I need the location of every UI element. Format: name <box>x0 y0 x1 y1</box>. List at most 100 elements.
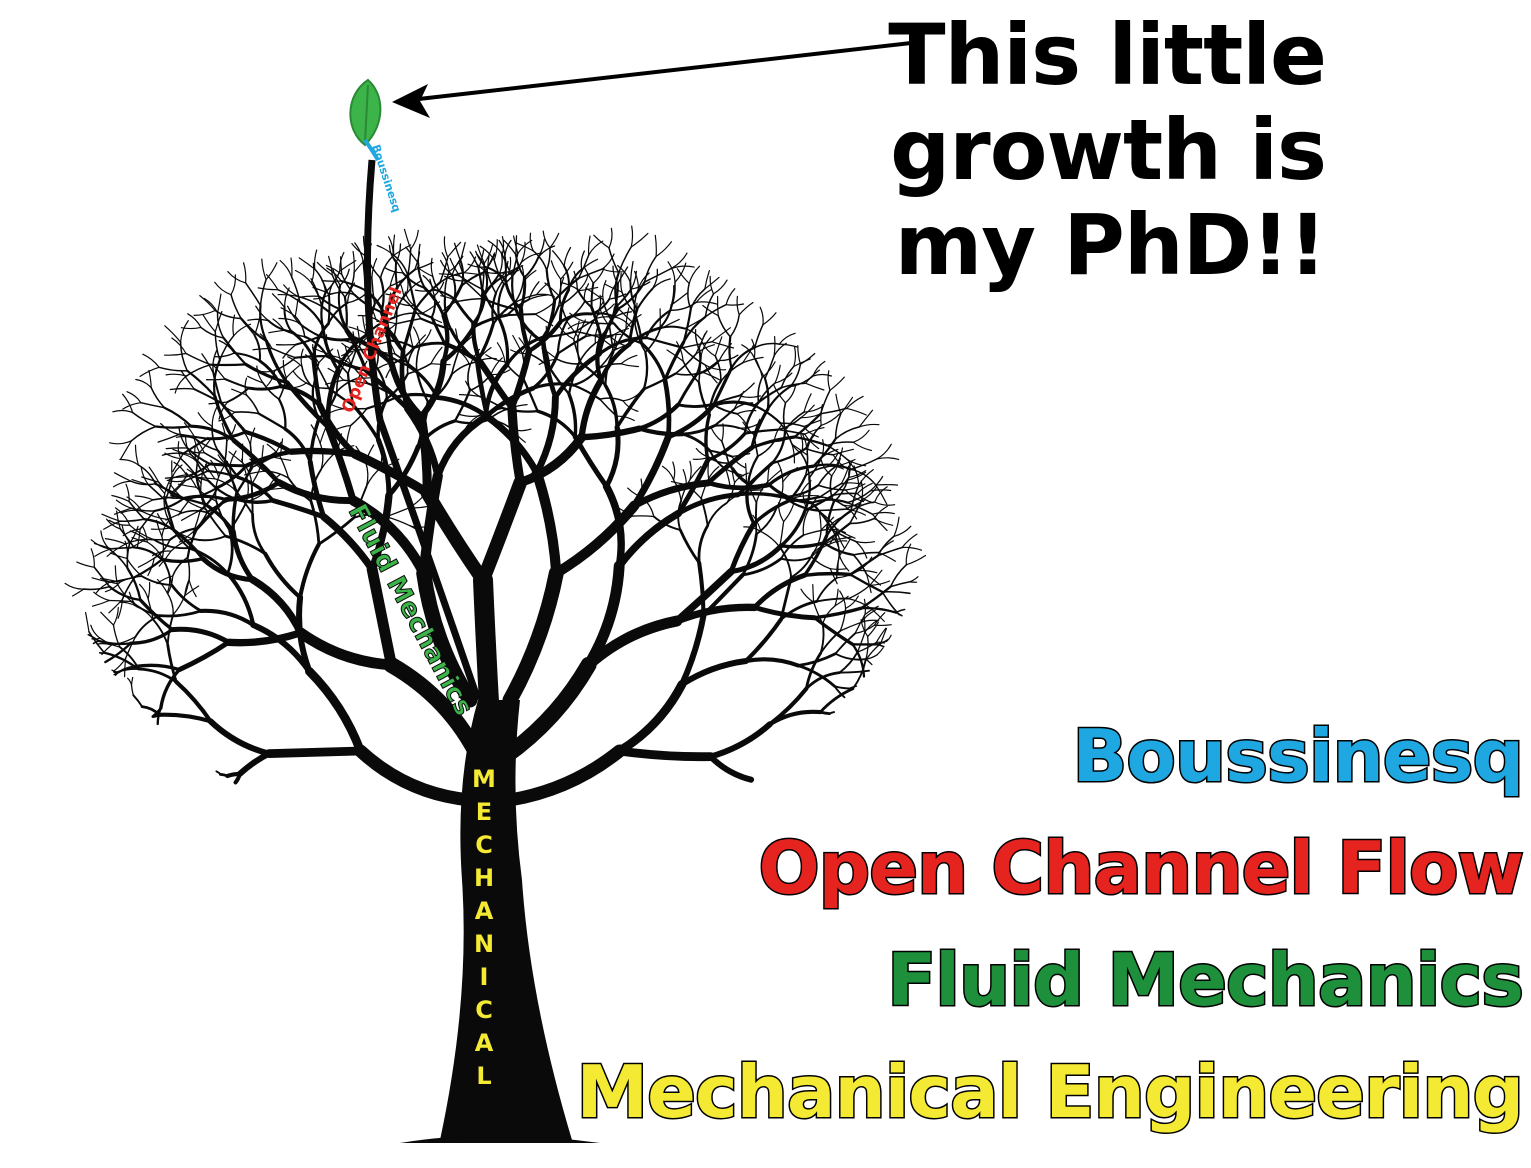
tree-branch <box>815 576 838 603</box>
tree-branch <box>695 344 715 355</box>
tree-branch <box>247 318 270 322</box>
tree-branch <box>630 270 638 290</box>
tree-branch <box>377 326 392 342</box>
tree-branch <box>760 530 781 548</box>
tree-branch <box>832 448 854 456</box>
tree-branch <box>379 350 410 367</box>
tree-branch <box>463 272 485 276</box>
tree-branch <box>142 353 160 368</box>
tree-branch <box>864 642 882 661</box>
tree-branch <box>481 262 486 291</box>
tree-branch <box>629 260 634 284</box>
tree-branch <box>698 354 702 384</box>
tree-branch <box>103 651 136 668</box>
tree-branch <box>834 632 857 655</box>
tree-branch <box>560 261 574 280</box>
tree-branch <box>741 557 783 577</box>
tree-branch <box>341 352 354 369</box>
tree-branch <box>313 293 332 300</box>
tree-branch <box>130 507 156 512</box>
tree-branch <box>313 249 318 270</box>
tree-branch <box>799 480 812 497</box>
tree-branch <box>194 438 219 452</box>
tree-branch <box>325 367 341 430</box>
tree-branch <box>221 422 228 442</box>
tree-branch <box>193 388 223 404</box>
tree-branch <box>152 618 169 646</box>
tree-branch <box>427 373 453 404</box>
caption-line-3: my PhD!! <box>894 196 1327 294</box>
tree-branch <box>443 236 449 258</box>
tree-branch <box>622 392 640 402</box>
tree-branch <box>119 601 138 608</box>
tree-branch <box>702 304 719 317</box>
tree-branch <box>380 448 385 468</box>
tree-branch <box>137 499 154 510</box>
tree-branch <box>810 498 849 504</box>
tree-branch <box>583 283 590 303</box>
tree-branch <box>271 293 286 308</box>
tree-branch <box>231 388 248 396</box>
tree-branch <box>676 372 699 407</box>
tree-branch <box>812 463 853 471</box>
leaf-icon <box>349 78 382 162</box>
tree-branch <box>122 528 141 537</box>
tree-branch <box>610 328 629 338</box>
tree-branch <box>802 534 829 577</box>
tree-branch <box>553 351 602 400</box>
tree-branch <box>475 322 495 364</box>
tree-branch <box>710 427 723 442</box>
tree-branch <box>876 546 903 557</box>
tree-branch <box>602 280 607 301</box>
tree-branch <box>705 480 772 491</box>
tree-branch <box>247 384 283 391</box>
tree-branch <box>350 363 369 385</box>
tree-branch <box>483 385 536 420</box>
tree-branch <box>108 599 133 603</box>
tree-branch <box>580 250 586 271</box>
tree-branch <box>205 378 226 381</box>
tree-branch <box>507 256 512 275</box>
tree-branch <box>202 314 216 333</box>
tree-branch <box>327 295 331 325</box>
tree-branch <box>296 594 313 675</box>
tree-branch <box>240 317 268 343</box>
tree-branch <box>101 513 121 522</box>
tree-branch <box>849 517 875 525</box>
tree-branch <box>493 259 505 286</box>
tree-branch <box>341 342 359 351</box>
tree-branch <box>101 577 121 583</box>
tree-branch <box>849 554 879 576</box>
tree-branch <box>839 621 863 632</box>
tree-branch <box>803 393 812 413</box>
tree-branch <box>163 492 170 521</box>
tree-branch <box>858 409 874 428</box>
tree-branch <box>134 444 139 466</box>
tree-branch <box>876 643 885 648</box>
tree-branch <box>241 461 253 485</box>
tree-branch <box>458 260 466 282</box>
tree-branch <box>183 422 197 440</box>
tree-branch <box>881 590 911 595</box>
tree-branch <box>834 652 868 661</box>
tree-branch <box>627 326 661 346</box>
tree-branch <box>412 341 447 350</box>
tree-branch <box>741 344 755 359</box>
tree-branch <box>109 552 128 559</box>
tree-branch <box>309 499 321 546</box>
tree-branch <box>373 285 391 306</box>
tree-branch <box>836 569 860 579</box>
tree-branch <box>217 454 231 469</box>
tree-branch <box>802 510 809 536</box>
tree-branch <box>249 427 256 446</box>
tree-branch <box>125 483 130 503</box>
tree-branch <box>733 390 745 411</box>
tree-branch <box>567 268 583 292</box>
tree-branch <box>282 359 287 379</box>
tree-branch <box>326 267 342 282</box>
tree-branch <box>291 276 301 303</box>
tree-branch <box>327 367 345 381</box>
tree-branch <box>174 679 213 724</box>
tree-branch <box>72 588 85 597</box>
tree-branch <box>244 362 289 385</box>
